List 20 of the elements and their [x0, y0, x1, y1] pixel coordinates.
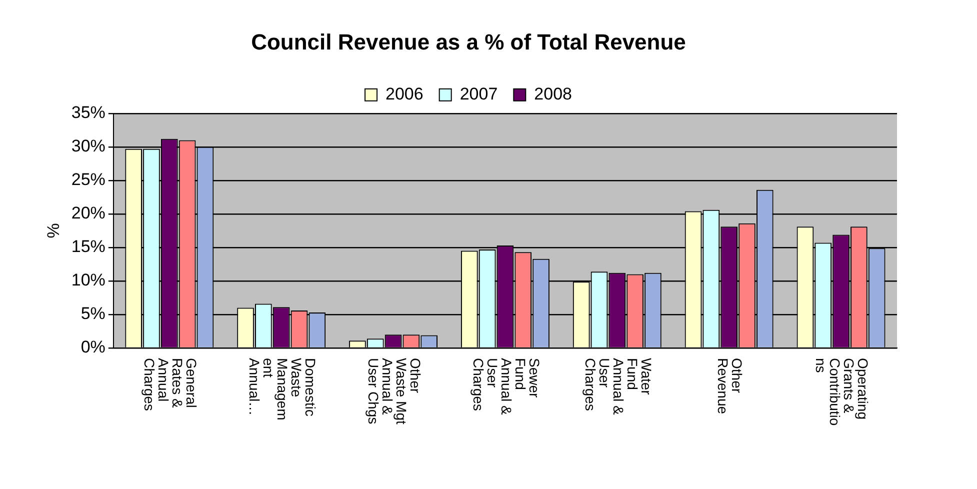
x-tick-label: Water Fund Annual & User Charges: [582, 358, 654, 416]
legend-label: 2006: [386, 84, 424, 104]
y-tick-label: 15%: [71, 237, 106, 256]
y-tick-label: 0%: [80, 338, 106, 357]
x-tick-label: Other Revenue: [715, 358, 746, 414]
y-tick-label: 25%: [71, 170, 106, 190]
x-tick-label: Operating Grants & Contributions: [813, 358, 872, 426]
x-tick-label: General Rates & Annual Charges: [142, 358, 200, 411]
legend-label: 2008: [534, 84, 572, 104]
x-tick-label: Domestic Waste Management Annual…: [246, 358, 318, 420]
y-tick-label: 30%: [71, 136, 106, 156]
x-tick-label: Other Waste Mgt Annual & User Chgs: [365, 358, 424, 424]
y-axis-title: %: [44, 223, 63, 238]
x-tick-label: Sewer Fund Annual & User Charges: [470, 358, 542, 416]
y-tick-label: 5%: [80, 304, 106, 324]
y-tick-label: 10%: [71, 270, 106, 290]
chart-title: Council Revenue as a % of Total Revenue: [251, 29, 686, 54]
y-tick-label: 20%: [71, 204, 106, 223]
legend-label: 2007: [460, 84, 498, 104]
y-tick-label: 35%: [71, 103, 106, 122]
